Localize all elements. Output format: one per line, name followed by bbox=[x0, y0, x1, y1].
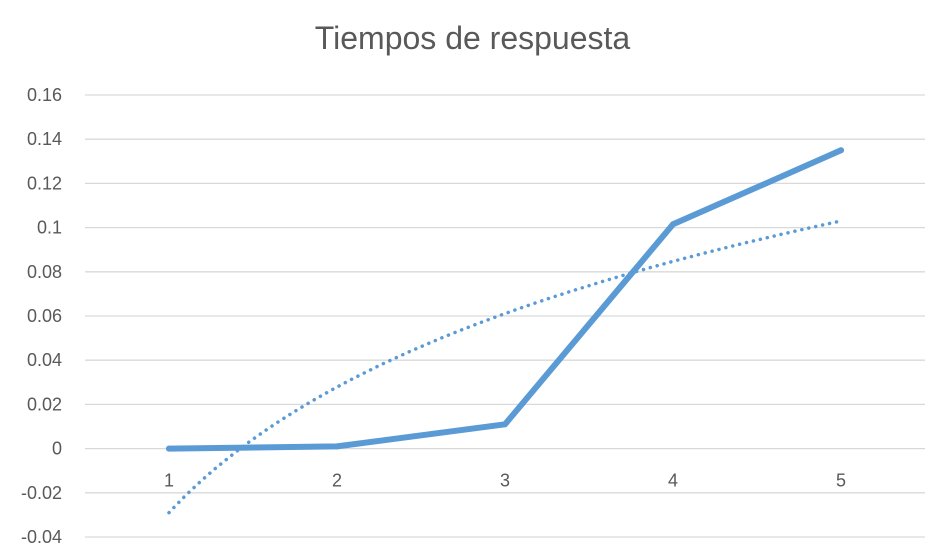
data-point bbox=[670, 221, 676, 228]
x-tick-label: 5 bbox=[836, 471, 846, 491]
x-tick-label: 4 bbox=[668, 471, 678, 491]
trendline-layer bbox=[167, 219, 843, 515]
data-point bbox=[838, 147, 844, 154]
data-point bbox=[502, 421, 508, 428]
y-tick-label: 0.14 bbox=[27, 129, 62, 149]
y-tick-label: 0.12 bbox=[27, 173, 62, 193]
data-point bbox=[334, 443, 340, 450]
trendline bbox=[167, 219, 843, 515]
y-tick-label: 0 bbox=[52, 439, 62, 459]
y-tick-label: 0.16 bbox=[27, 85, 62, 105]
data-point bbox=[166, 445, 172, 452]
y-tick-label: 0.08 bbox=[27, 262, 62, 282]
y-tick-label: -0.04 bbox=[21, 527, 62, 547]
y-tick-label: -0.02 bbox=[21, 483, 62, 503]
y-tick-label: 0.02 bbox=[27, 394, 62, 414]
y-tick-label: 0.06 bbox=[27, 306, 62, 326]
x-axis-tick-labels: 1 2 3 4 5 bbox=[164, 471, 846, 491]
x-tick-label: 3 bbox=[500, 471, 510, 491]
series-layer bbox=[166, 147, 844, 452]
chart-title: Tiempos de respuesta bbox=[314, 20, 631, 56]
x-tick-label: 1 bbox=[164, 471, 174, 491]
x-tick-label: 2 bbox=[332, 471, 342, 491]
y-axis-tick-labels: -0.04 -0.02 0 0.02 0.04 0.06 0.08 0.1 0.12 0.14 0.… bbox=[21, 85, 62, 547]
y-tick-label: 0.04 bbox=[27, 350, 62, 370]
y-tick-label: 0.1 bbox=[37, 218, 62, 238]
